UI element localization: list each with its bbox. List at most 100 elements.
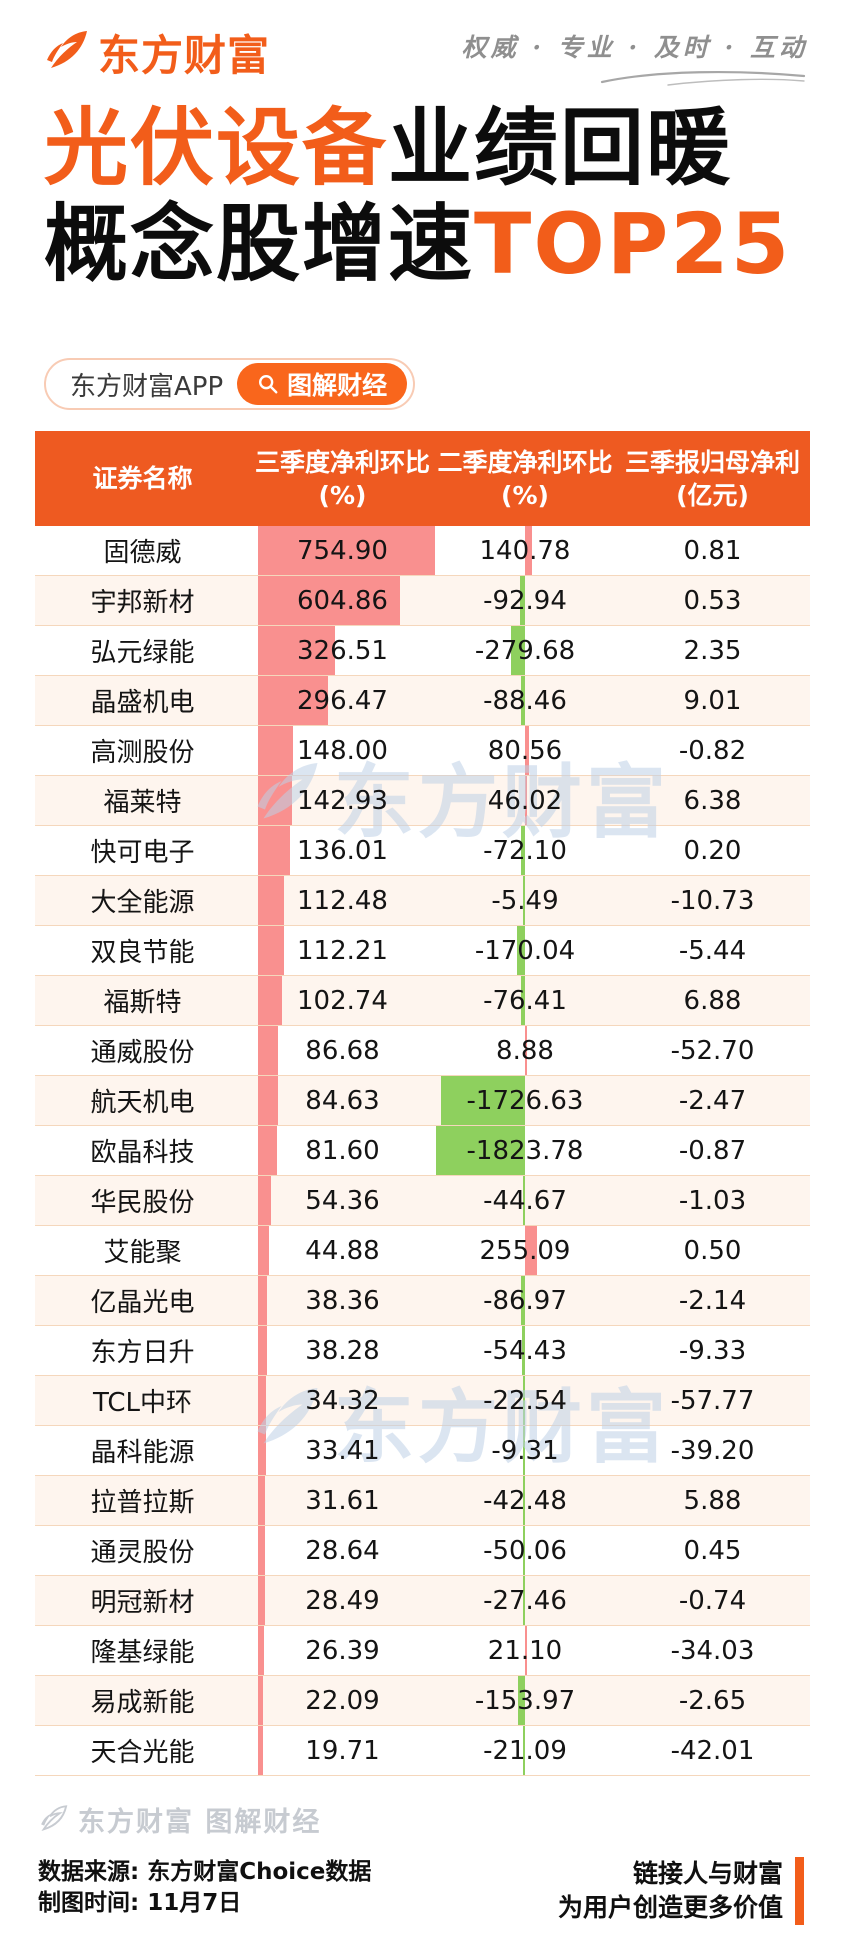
table-row: 晶科能源 33.41 -9.31 -39.20 — [35, 1426, 810, 1476]
footer: 东方财富 图解财经 数据来源: 东方财富Choice数据 制图时间: 11月7日… — [38, 1800, 804, 1925]
net-profit-value: -0.87 — [678, 1135, 747, 1166]
q2-change-value: -153.97 — [474, 1685, 576, 1716]
q3-change-value: 148.00 — [297, 735, 388, 766]
q3-change-value: 142.93 — [297, 785, 388, 816]
stock-name: 拉普拉斯 — [90, 1488, 195, 1518]
stock-name: 福莱特 — [103, 788, 182, 818]
search-icon — [259, 375, 278, 394]
q2-change-bar — [525, 1226, 538, 1275]
q3-change-value: 19.71 — [305, 1735, 380, 1766]
net-profit-value: 6.38 — [683, 785, 742, 816]
slogan-line-2: 为用户创造更多价值 — [557, 1893, 783, 1922]
q2-change-bar — [525, 1626, 528, 1675]
q3-change-bar — [258, 1526, 265, 1575]
stock-name: 欧晶科技 — [90, 1138, 195, 1168]
table-row: 弘元绿能 326.51 -279.68 2.35 — [35, 626, 810, 676]
footer-brand: 东方财富 图解财经 — [38, 1800, 804, 1839]
title-highlight-1: 光伏设备 — [44, 99, 389, 197]
q3-change-value: 296.47 — [297, 685, 388, 716]
table-row: 福莱特 142.93 46.02 6.38 — [35, 776, 810, 826]
table-row: 拉普拉斯 31.61 -42.48 5.88 — [35, 1476, 810, 1526]
net-profit-value: -10.73 — [670, 885, 755, 916]
q3-change-value: 112.48 — [297, 885, 388, 916]
q2-change-bar — [522, 1526, 525, 1575]
net-profit-value: -2.14 — [678, 1285, 747, 1316]
q2-change-value: -88.46 — [483, 685, 567, 716]
q3-change-bar — [258, 1226, 269, 1275]
net-profit-value: 5.88 — [683, 1485, 742, 1516]
net-profit-value: -52.70 — [670, 1035, 755, 1066]
q2-change-bar — [525, 726, 529, 775]
net-profit-value: -57.77 — [670, 1385, 755, 1416]
net-profit-value: -34.03 — [670, 1635, 755, 1666]
q2-change-value: -50.06 — [483, 1535, 567, 1566]
header-col-q2: 二季度净利环比 (%) — [437, 447, 613, 510]
table-row: 天合光能 19.71 -21.09 -42.01 — [35, 1726, 810, 1776]
title-rest-1: 业绩回暖 — [388, 99, 733, 197]
stock-name: 隆基绿能 — [90, 1638, 195, 1668]
table-row: 隆基绿能 26.39 21.10 -34.03 — [35, 1626, 810, 1676]
footer-brand-text: 东方财富 图解财经 — [78, 1807, 322, 1838]
q3-change-value: 34.32 — [305, 1385, 380, 1416]
q3-change-bar — [258, 626, 335, 675]
stock-name: TCL中环 — [93, 1388, 192, 1418]
table-row: 宇邦新材 604.86 -92.94 0.53 — [35, 576, 810, 626]
stock-name: 弘元绿能 — [90, 638, 195, 668]
slogan-line-1: 链接人与财富 — [632, 1859, 783, 1888]
q2-change-bar — [521, 976, 525, 1025]
table-row: 高测股份 148.00 80.56 -0.82 — [35, 726, 810, 776]
footer-flame-icon — [41, 1804, 68, 1831]
q2-change-bar — [522, 1726, 525, 1775]
stock-name: 通威股份 — [90, 1038, 195, 1068]
net-profit-value: 0.20 — [683, 835, 742, 866]
q2-change-bar — [525, 526, 532, 575]
q2-change-value: -86.97 — [483, 1285, 567, 1316]
table-row: 福斯特 102.74 -76.41 6.88 — [35, 976, 810, 1026]
q2-change-value: 140.78 — [479, 535, 571, 566]
net-profit-value: 2.35 — [683, 635, 742, 666]
q3-change-bar — [258, 976, 283, 1025]
q2-change-bar — [517, 1676, 525, 1725]
brand-name: 东方财富 — [98, 31, 271, 80]
app-badge-label: 东方财富APP — [70, 371, 224, 402]
table-row: 双良节能 112.21 -170.04 -5.44 — [35, 926, 810, 976]
q2-change-bar — [522, 1176, 525, 1225]
table-row: 晶盛机电 296.47 -88.46 9.01 — [35, 676, 810, 726]
net-profit-value: 6.88 — [683, 985, 742, 1016]
q2-change-bar — [522, 876, 525, 925]
table-row: TCL中环 34.32 -22.54 -57.77 — [35, 1376, 810, 1426]
header-col-q3: 三季度净利环比 (%) — [254, 447, 430, 510]
q3-change-value: 44.88 — [305, 1235, 380, 1266]
stock-name: 亿晶光电 — [90, 1288, 195, 1318]
q3-change-bar — [258, 1076, 278, 1125]
channel-pill-button[interactable]: 图解财经 — [237, 363, 408, 405]
q3-change-value: 38.28 — [305, 1335, 380, 1366]
header-col-net: 三季报归母净利 (亿元) — [624, 447, 800, 510]
q2-change-value: -76.41 — [483, 985, 567, 1016]
q3-change-value: 604.86 — [297, 585, 388, 616]
net-profit-value: -2.65 — [678, 1685, 747, 1716]
q3-change-value: 81.60 — [305, 1135, 380, 1166]
q3-change-value: 22.09 — [305, 1685, 380, 1716]
app-badge[interactable]: 东方财富APP 图解财经 — [44, 358, 416, 410]
q3-change-bar — [258, 1176, 271, 1225]
q2-change-bar — [520, 576, 525, 625]
q3-change-bar — [258, 826, 290, 875]
header-col-name: 证券名称 — [92, 464, 193, 493]
q3-change-value: 102.74 — [297, 985, 388, 1016]
table-row: 大全能源 112.48 -5.49 -10.73 — [35, 876, 810, 926]
stock-name: 宇邦新材 — [90, 588, 195, 618]
q2-change-value: -170.04 — [474, 935, 576, 966]
tagline-block: 权威 · 专业 · 及时 · 互动 — [462, 28, 808, 88]
table-row: 欧晶科技 81.60 -1823.78 -0.87 — [35, 1126, 810, 1176]
footer-meta: 数据来源: 东方财富Choice数据 制图时间: 11月7日 — [38, 1857, 371, 1919]
table-row: 通威股份 86.68 8.88 -52.70 — [35, 1026, 810, 1076]
title-rest-2: 概念股增速 — [44, 195, 475, 293]
net-profit-value: 9.01 — [683, 685, 742, 716]
channel-pill-label: 图解财经 — [287, 371, 388, 400]
q2-change-value: -42.48 — [483, 1485, 567, 1516]
net-profit-value: -42.01 — [670, 1735, 755, 1766]
q3-change-value: 326.51 — [297, 635, 388, 666]
q3-change-value: 28.64 — [305, 1535, 380, 1566]
net-profit-value: -0.74 — [678, 1585, 747, 1616]
